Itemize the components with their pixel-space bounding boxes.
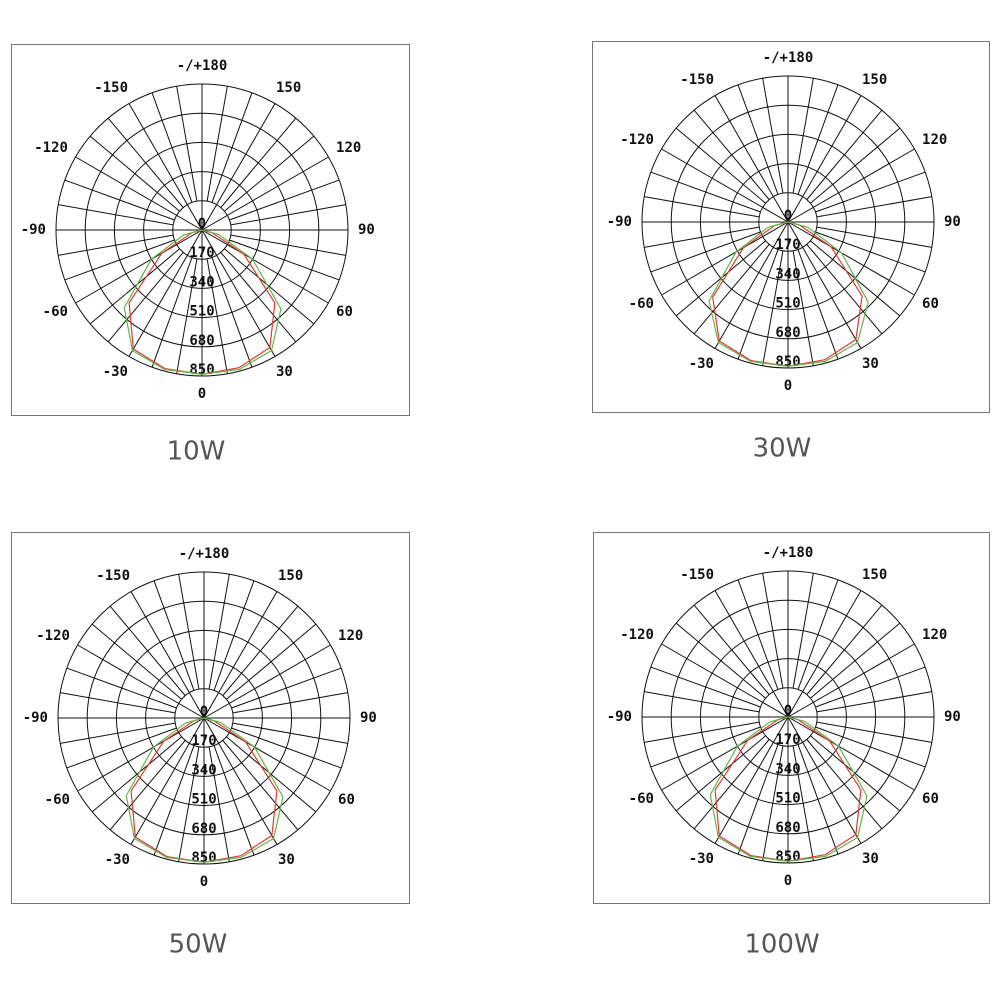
angle-tick-label: 90	[358, 222, 375, 238]
angle-tick-label: 0	[784, 873, 792, 889]
angle-spoke	[661, 716, 789, 791]
panel-caption: 50W	[169, 930, 228, 960]
angle-tick-label: -150	[680, 567, 714, 583]
angle-tick-label: 90	[944, 709, 961, 725]
angle-tick-label: 30	[862, 356, 879, 372]
angle-tick-label: -/+180	[763, 50, 814, 66]
angle-spoke	[203, 644, 331, 719]
angle-spoke	[787, 221, 915, 296]
angle-tick-label: 30	[862, 851, 879, 867]
angle-spoke	[201, 229, 276, 357]
angle-tick-label: -90	[23, 710, 48, 726]
angle-tick-label: 120	[338, 628, 363, 644]
angle-tick-label: 150	[276, 80, 301, 96]
angle-tick-label: 60	[922, 296, 939, 312]
panel-caption: 100W	[744, 930, 819, 960]
intensity-curve	[125, 717, 284, 863]
angle-tick-label: 60	[338, 792, 355, 808]
angle-spoke	[787, 643, 915, 718]
angle-tick-label: -60	[45, 792, 70, 808]
angle-spoke	[661, 643, 789, 718]
angle-tick-label: 0	[784, 378, 792, 394]
angle-spoke	[201, 103, 276, 231]
angle-tick-label: -/+180	[763, 545, 814, 561]
polar-chart: 01703405106808500306090120150-/+180-150-…	[23, 546, 377, 960]
angle-spoke	[130, 717, 205, 845]
angle-tick-label: -150	[94, 80, 128, 96]
angle-tick-label: -150	[96, 568, 130, 584]
angle-spoke	[75, 229, 203, 304]
angle-tick-label: 30	[278, 852, 295, 868]
angle-tick-label: 30	[276, 364, 293, 380]
angle-tick-label: -/+180	[177, 58, 228, 74]
angle-spoke	[661, 221, 789, 296]
angle-tick-label: -120	[34, 140, 68, 156]
panel-caption: 10W	[167, 437, 226, 467]
angle-tick-label: 150	[862, 567, 887, 583]
angle-tick-label: -90	[607, 214, 632, 230]
angle-spoke	[714, 590, 789, 718]
angle-spoke	[77, 717, 205, 792]
angle-tick-label: -60	[629, 296, 654, 312]
angle-tick-label: 90	[944, 214, 961, 230]
angle-tick-label: -90	[607, 709, 632, 725]
angle-spoke	[130, 591, 205, 719]
angle-tick-label: -/+180	[179, 546, 230, 562]
polar-chart: 01703405106808500306090120150-/+180-150-…	[607, 545, 961, 960]
angle-tick-label: 90	[360, 710, 377, 726]
angle-spoke	[787, 221, 862, 349]
angle-tick-label: -30	[103, 364, 128, 380]
intensity-curve	[123, 229, 282, 375]
angle-tick-label: -120	[36, 628, 70, 644]
intensity-curve	[708, 221, 869, 367]
angle-tick-label: -30	[689, 851, 714, 867]
angle-spoke	[203, 591, 278, 719]
angle-tick-label: -60	[43, 304, 68, 320]
angle-tick-label: 60	[922, 791, 939, 807]
angle-spoke	[787, 148, 915, 223]
angle-spoke	[661, 148, 789, 223]
angle-tick-label: 0	[200, 874, 208, 890]
panel-caption: 30W	[753, 434, 812, 464]
angle-spoke	[203, 717, 331, 792]
angle-spoke	[714, 221, 789, 349]
angle-tick-label: 0	[198, 386, 206, 402]
angle-tick-label: -90	[21, 222, 46, 238]
angle-spoke	[201, 156, 329, 231]
angle-spoke	[787, 590, 862, 718]
angle-tick-label: -120	[620, 627, 654, 643]
angle-spoke	[787, 716, 915, 791]
angle-tick-label: -60	[629, 791, 654, 807]
angle-spoke	[714, 716, 789, 844]
angle-tick-label: -120	[620, 132, 654, 148]
angle-spoke	[128, 229, 203, 357]
angle-spoke	[75, 156, 203, 231]
angle-tick-label: -30	[105, 852, 130, 868]
polar-chart: 01703405106808500306090120150-/+180-150-…	[21, 58, 375, 467]
angle-tick-label: -150	[680, 72, 714, 88]
angle-tick-label: 120	[922, 627, 947, 643]
intensity-curve	[709, 716, 868, 862]
polar-chart: 01703405106808500306090120150-/+180-150-…	[607, 50, 961, 464]
angle-tick-label: 120	[922, 132, 947, 148]
angle-spoke	[787, 716, 862, 844]
angle-spoke	[787, 95, 862, 223]
angle-spoke	[201, 229, 329, 304]
angle-spoke	[128, 103, 203, 231]
angle-spoke	[77, 644, 205, 719]
angle-tick-label: 60	[336, 304, 353, 320]
angle-spoke	[714, 95, 789, 223]
angle-spoke	[203, 717, 278, 845]
angle-tick-label: 120	[336, 140, 361, 156]
angle-tick-label: -30	[689, 356, 714, 372]
angle-tick-label: 150	[862, 72, 887, 88]
angle-tick-label: 150	[278, 568, 303, 584]
